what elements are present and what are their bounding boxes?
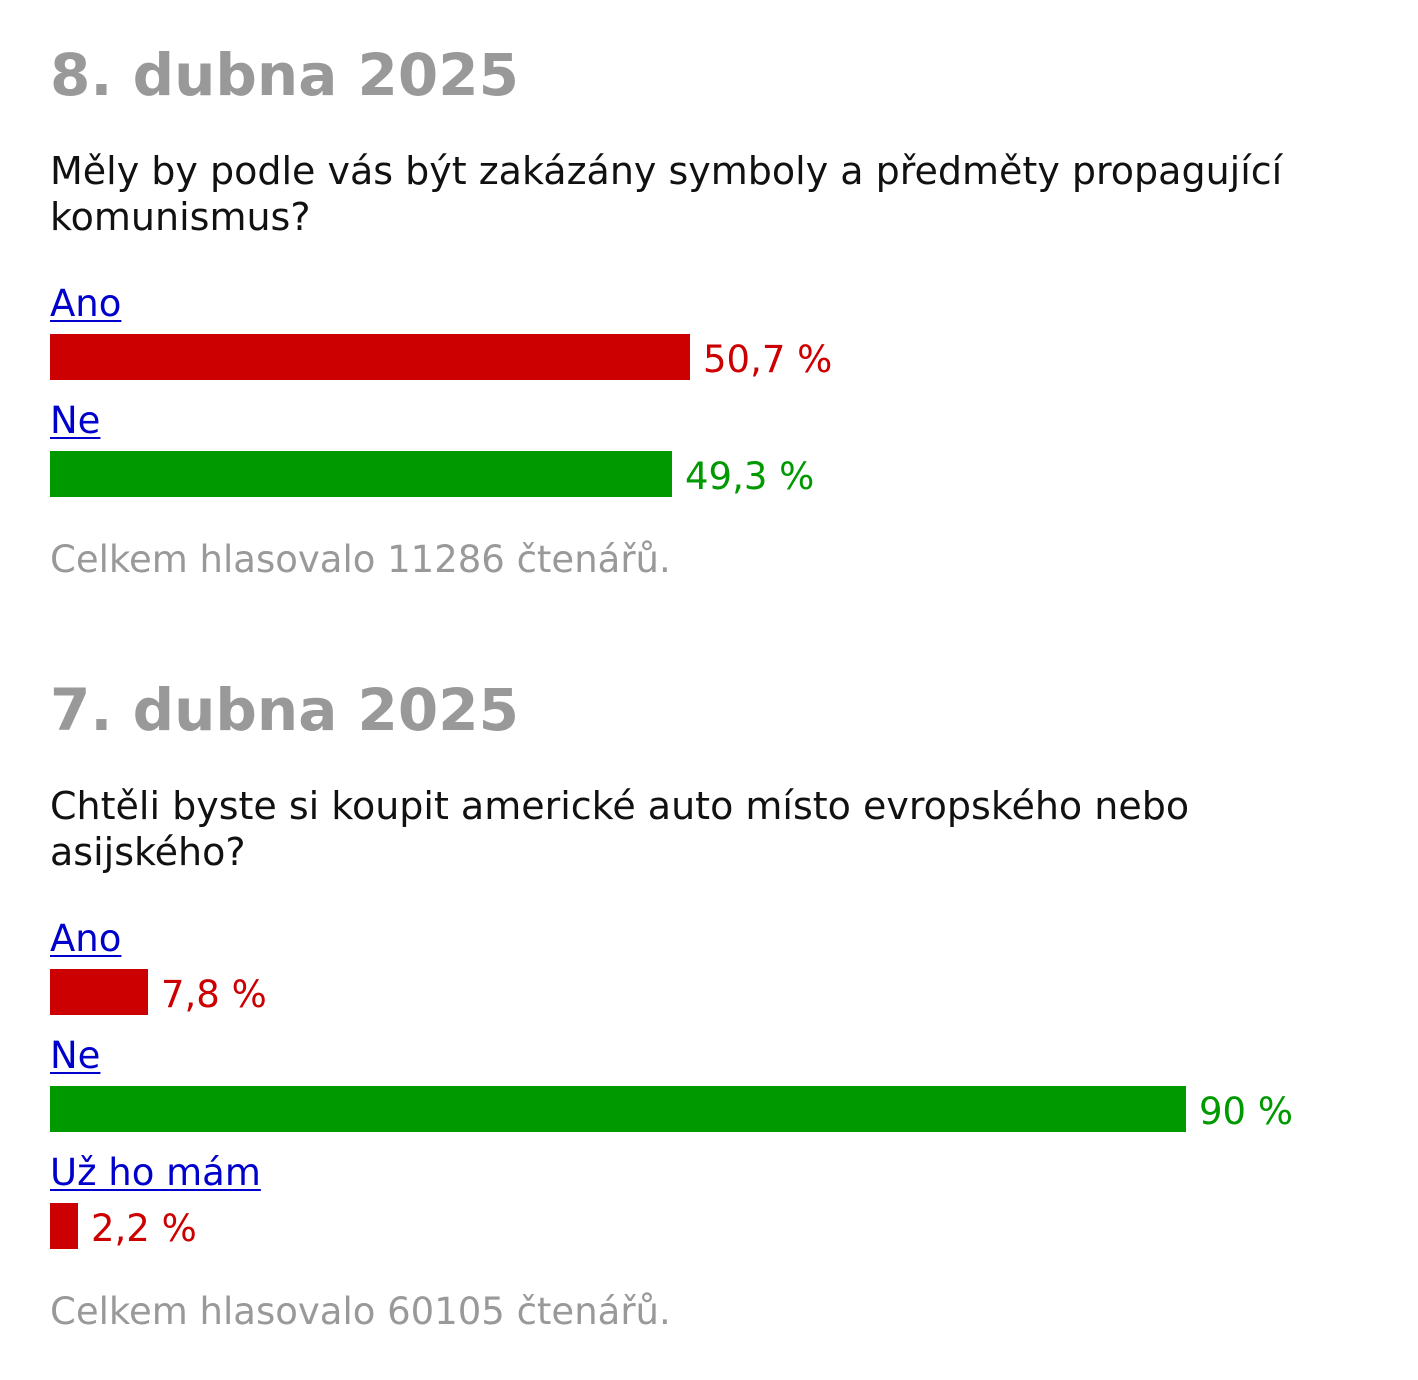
poll-option: Ano 7,8 % — [50, 917, 1370, 1034]
result-percentage: 50,7 % — [703, 338, 833, 381]
result-bar — [50, 1203, 78, 1249]
poll-date: 8. dubna 2025 — [50, 41, 519, 109]
poll-question: Měly by podle vás být zakázány symboly a… — [50, 149, 1283, 239]
result-row: 2,2 % — [50, 1202, 1370, 1250]
option-link-ne[interactable]: Ne — [50, 1034, 101, 1077]
poll-options: Ano 50,7 % Ne 49,3 % — [50, 282, 1370, 516]
poll-option: Ne 90 % — [50, 1034, 1370, 1151]
result-row: 50,7 % — [50, 333, 1370, 381]
result-bar — [50, 1086, 1186, 1132]
result-row: 7,8 % — [50, 968, 1370, 1016]
poll-option: Už ho mám 2,2 % — [50, 1151, 1370, 1268]
option-link-ne[interactable]: Ne — [50, 399, 101, 442]
vote-total: Celkem hlasovalo 11286 čtenářů. — [50, 538, 671, 581]
option-link-ano[interactable]: Ano — [50, 917, 122, 960]
poll-question: Chtěli byste si koupit americké auto mís… — [50, 784, 1190, 874]
result-percentage: 49,3 % — [685, 455, 815, 498]
poll-option: Ano 50,7 % — [50, 282, 1370, 399]
poll: 8. dubna 2025 Měly by podle vás být zaká… — [50, 40, 1370, 582]
result-percentage: 7,8 % — [161, 973, 267, 1016]
result-row: 49,3 % — [50, 450, 1370, 498]
result-bar — [50, 969, 148, 1015]
result-bar — [50, 451, 672, 497]
vote-total: Celkem hlasovalo 60105 čtenářů. — [50, 1290, 671, 1333]
option-link-ano[interactable]: Ano — [50, 282, 122, 325]
result-percentage: 90 % — [1199, 1090, 1293, 1133]
poll-option: Ne 49,3 % — [50, 399, 1370, 516]
poll-options: Ano 7,8 % Ne 90 % Už ho mám 2,2 % — [50, 917, 1370, 1268]
result-percentage: 2,2 % — [91, 1207, 197, 1250]
poll-date: 7. dubna 2025 — [50, 676, 519, 744]
poll: 7. dubna 2025 Chtěli byste si koupit ame… — [50, 675, 1370, 1334]
result-row: 90 % — [50, 1085, 1370, 1133]
option-link-uz-ho-mam[interactable]: Už ho mám — [50, 1151, 261, 1194]
result-bar — [50, 334, 690, 380]
